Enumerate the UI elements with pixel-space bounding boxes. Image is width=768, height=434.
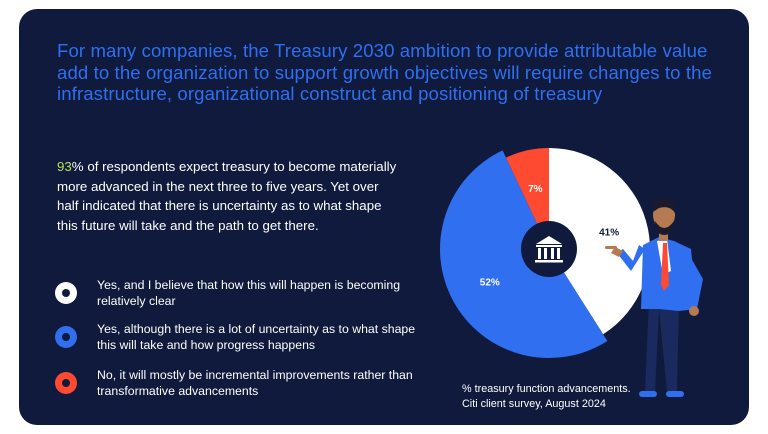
- intro-paragraph: 93% of respondents expect treasury to be…: [57, 157, 397, 235]
- slice-label-clear: 41%: [599, 228, 619, 239]
- legend-label: No, it will mostly be incremental improv…: [97, 368, 413, 398]
- pie-slice-clear: [549, 148, 651, 335]
- bank-building-icon: [535, 236, 563, 263]
- chart-caption: % treasury function advancements. Citi c…: [462, 382, 662, 412]
- caption-line-2: Citi client survey, August 2024: [462, 398, 606, 410]
- businessman-pointing-illustration: [605, 197, 703, 397]
- pie-chart: 41% 52% 7%: [439, 148, 703, 397]
- caption-line-1: % treasury function advancements.: [462, 383, 631, 395]
- legend-label: Yes, and I believe that how this will ha…: [97, 278, 401, 308]
- center-badge: [521, 221, 577, 277]
- legend-dot-blue-icon: [55, 326, 77, 348]
- center-circle: [521, 221, 577, 277]
- slice-labels: 41% 52% 7%: [480, 184, 619, 289]
- slice-label-incremental: 7%: [528, 184, 543, 195]
- slice-label-uncertain: 52%: [480, 278, 500, 289]
- headline: For many companies, the Treasury 2030 am…: [57, 40, 713, 104]
- legend-dot-white-icon: [55, 282, 77, 304]
- legend-label: Yes, although there is a lot of uncertai…: [97, 322, 416, 352]
- legend-dot-red-icon: [55, 372, 77, 394]
- intro-text: % of respondents expect treasury to beco…: [57, 159, 397, 233]
- infographic-card: For many companies, the Treasury 2030 am…: [19, 9, 749, 425]
- intro-highlight-percent: 93: [57, 159, 72, 174]
